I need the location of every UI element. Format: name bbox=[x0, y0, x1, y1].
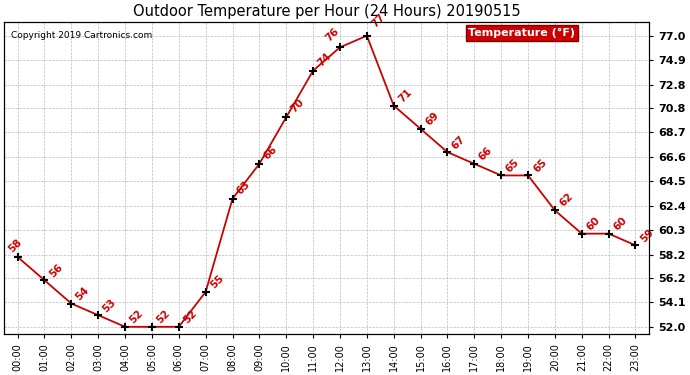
Text: 58: 58 bbox=[7, 237, 24, 255]
Text: 67: 67 bbox=[450, 134, 468, 151]
Text: 76: 76 bbox=[324, 26, 342, 44]
Text: 55: 55 bbox=[208, 273, 226, 291]
Text: 70: 70 bbox=[289, 98, 306, 115]
Text: 56: 56 bbox=[47, 262, 64, 279]
Text: 52: 52 bbox=[181, 308, 199, 326]
Text: 69: 69 bbox=[423, 111, 440, 128]
Text: Copyright 2019 Cartronics.com: Copyright 2019 Cartronics.com bbox=[10, 31, 152, 40]
Text: 60: 60 bbox=[584, 215, 602, 232]
Text: 71: 71 bbox=[396, 87, 414, 104]
Title: Outdoor Temperature per Hour (24 Hours) 20190515: Outdoor Temperature per Hour (24 Hours) … bbox=[132, 4, 520, 19]
Text: Temperature (°F): Temperature (°F) bbox=[469, 28, 575, 38]
Text: 52: 52 bbox=[155, 308, 172, 326]
Text: 59: 59 bbox=[638, 227, 655, 244]
Text: 54: 54 bbox=[74, 285, 92, 302]
Text: 63: 63 bbox=[235, 179, 253, 196]
Text: 65: 65 bbox=[532, 157, 549, 174]
Text: 66: 66 bbox=[262, 144, 279, 162]
Text: 60: 60 bbox=[611, 215, 629, 232]
Text: 62: 62 bbox=[558, 191, 575, 208]
Text: 77: 77 bbox=[370, 12, 387, 30]
Text: 66: 66 bbox=[477, 145, 494, 163]
Text: 52: 52 bbox=[128, 308, 145, 326]
Text: 74: 74 bbox=[316, 51, 333, 68]
Text: 53: 53 bbox=[101, 297, 118, 314]
Text: 65: 65 bbox=[504, 157, 521, 174]
